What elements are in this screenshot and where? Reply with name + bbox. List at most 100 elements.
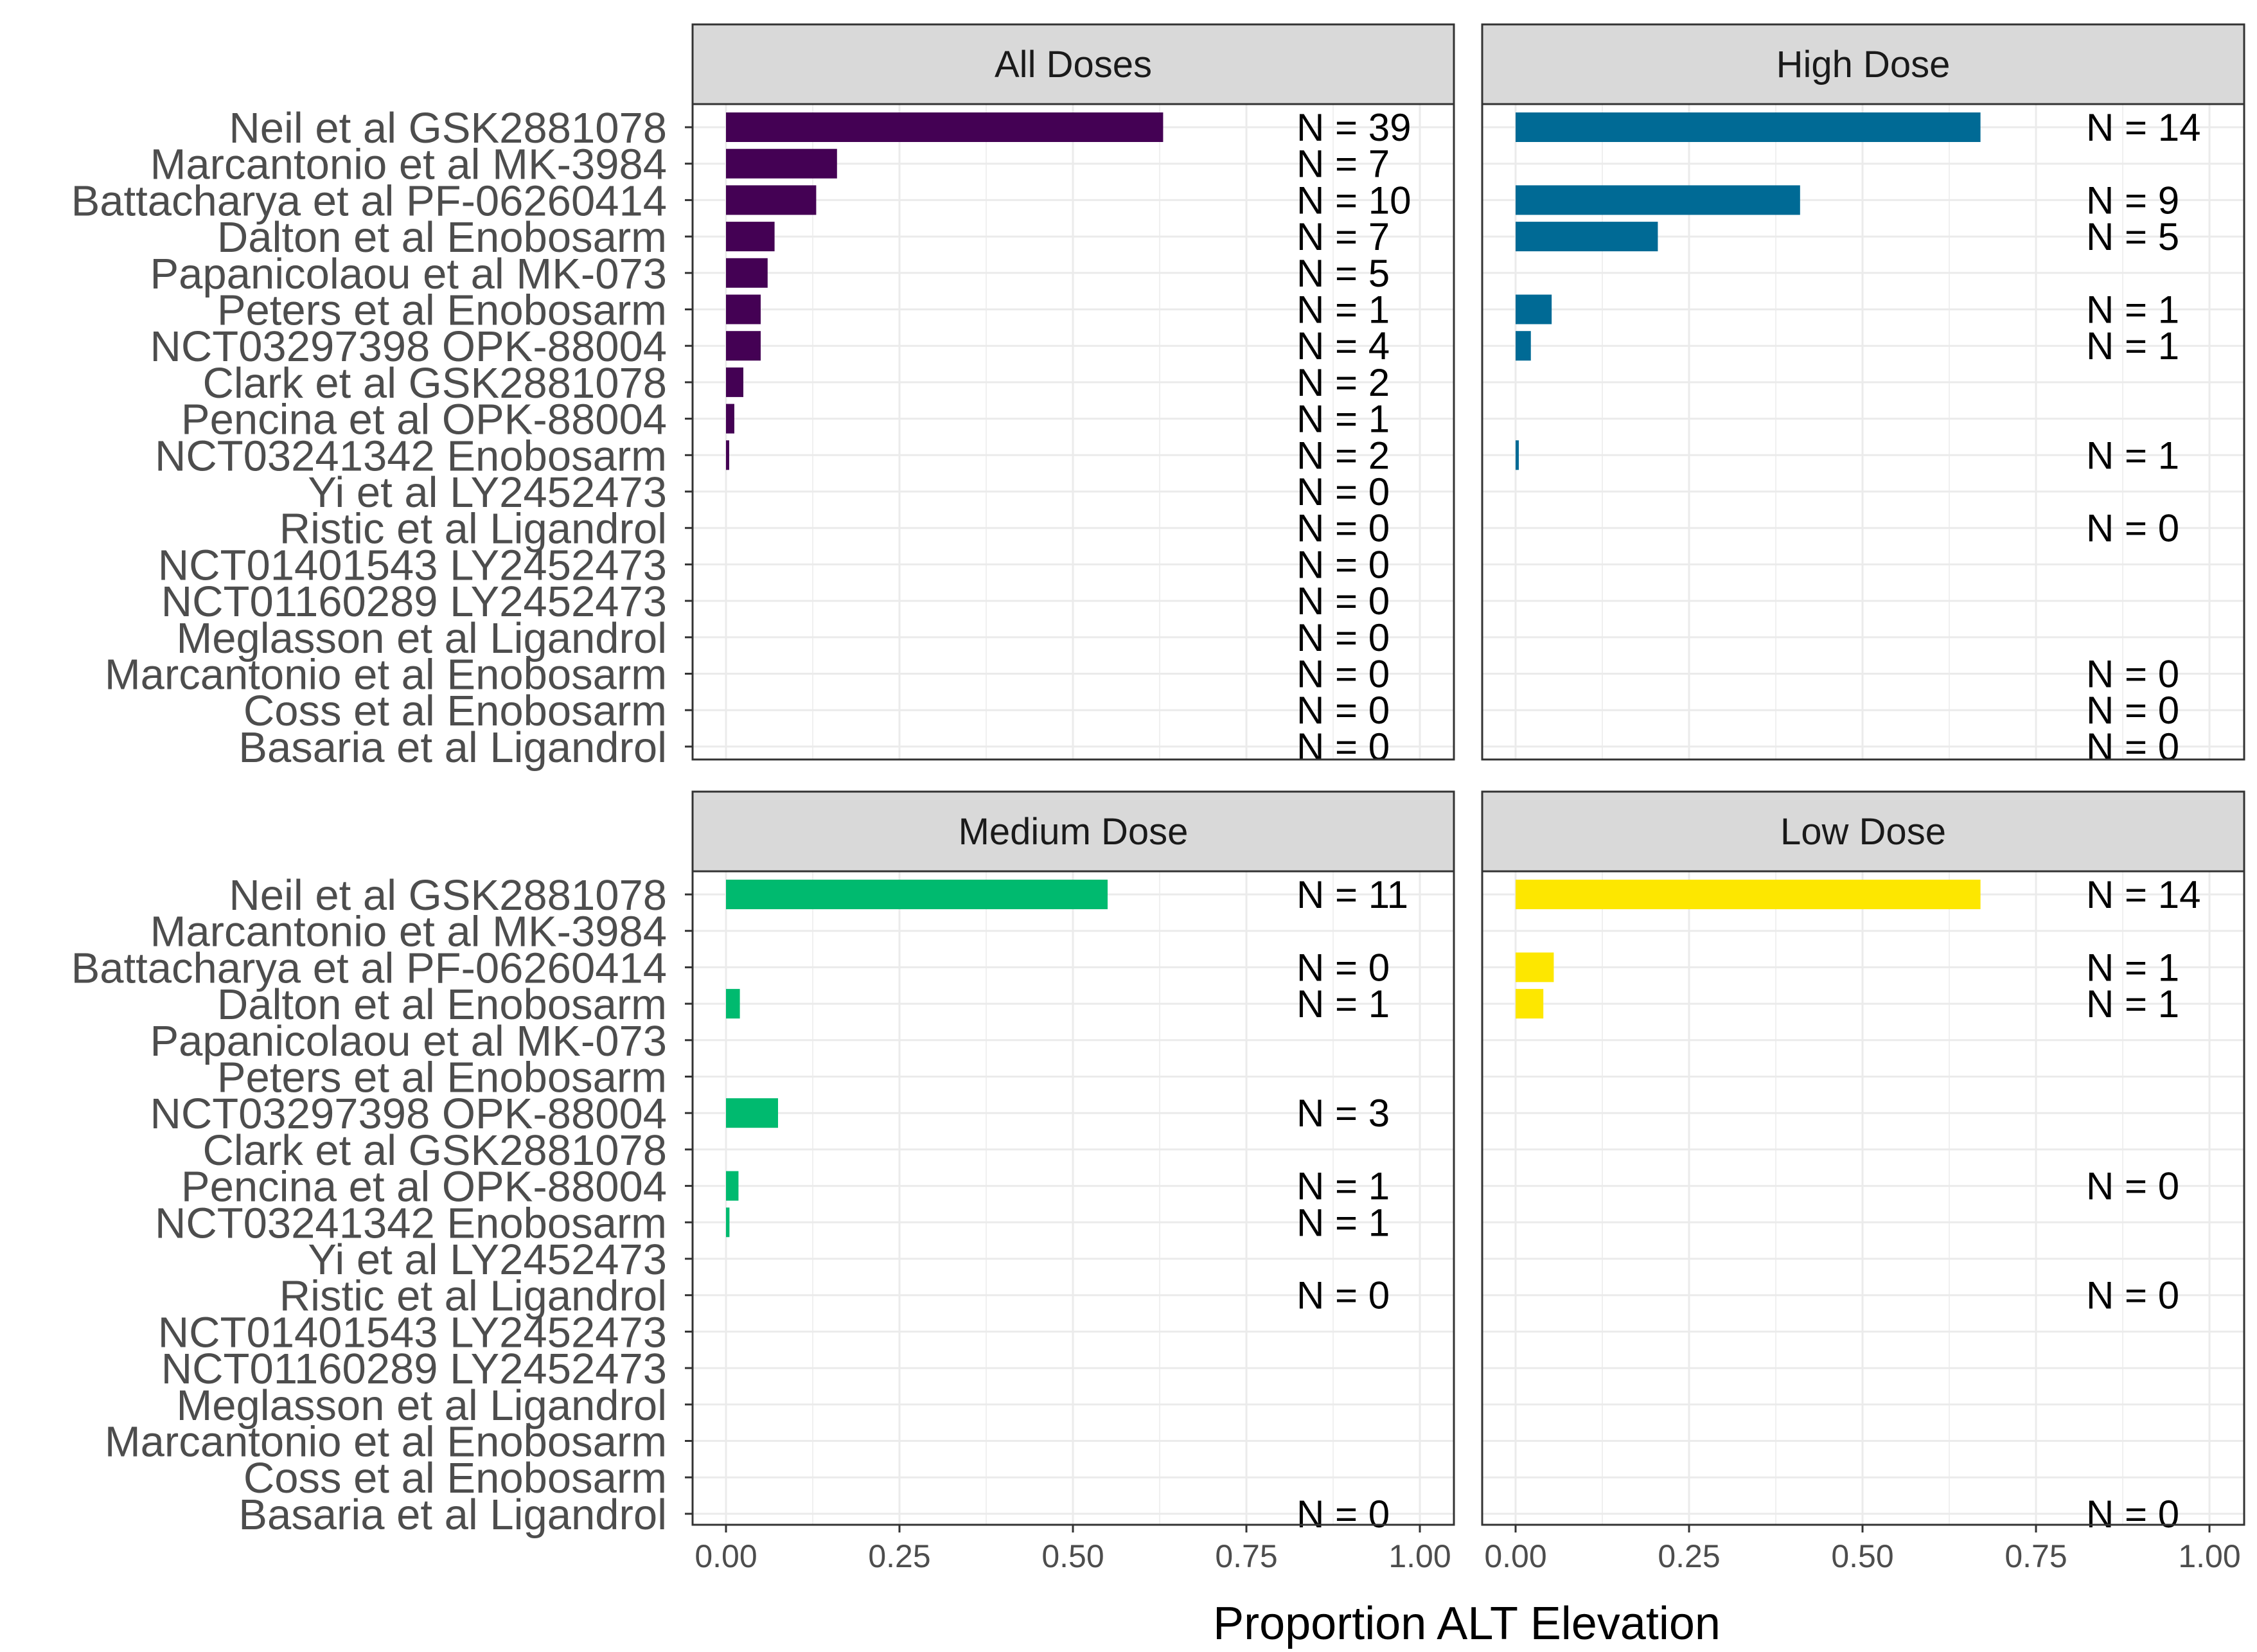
y-tick-label: Basaria et al Ligandrol bbox=[238, 724, 667, 772]
n-label: N = 0 bbox=[2086, 1274, 2179, 1317]
n-label: N = 0 bbox=[1297, 725, 1390, 768]
bar bbox=[726, 1207, 730, 1238]
strip-background bbox=[691, 23, 1455, 105]
n-label: N = 0 bbox=[1297, 616, 1390, 659]
bar bbox=[726, 989, 740, 1019]
n-label: N = 0 bbox=[1297, 946, 1390, 989]
y-tick-label: NCT01401543 LY2452473 bbox=[158, 541, 667, 589]
bar bbox=[726, 1098, 778, 1128]
y-tick-label: Dalton et al Enobosarm bbox=[217, 981, 667, 1029]
panel-low-dose: Low Dose N = 14 N = 1N = 1 N = 0 N = 0 N = 0 0… bbox=[1481, 790, 2245, 1574]
strip-background bbox=[1481, 23, 2245, 105]
y-tick-label: Marcantonio et al MK-3984 bbox=[150, 141, 667, 189]
y-tick-label: NCT03297398 OPK-88004 bbox=[150, 1090, 667, 1138]
n-label: N = 11 bbox=[1297, 873, 1408, 916]
n-label: N = 3 bbox=[1297, 1092, 1390, 1135]
n-label: N = 7 bbox=[1297, 215, 1390, 258]
n-label: N = 10 bbox=[1297, 179, 1411, 222]
n-label: N = 0 bbox=[1297, 1274, 1390, 1317]
x-tick-label: 0.75 bbox=[2005, 1538, 2067, 1574]
bar bbox=[726, 222, 775, 252]
n-label: N = 7 bbox=[1297, 143, 1390, 186]
n-label: N = 0 bbox=[1297, 543, 1390, 586]
n-label: N = 0 bbox=[2086, 1493, 2179, 1536]
y-tick-label: NCT01401543 LY2452473 bbox=[158, 1308, 667, 1356]
y-tick-label: NCT03241342 Enobosarm bbox=[155, 1199, 667, 1247]
bar bbox=[726, 148, 837, 179]
bar bbox=[1516, 440, 1519, 470]
n-label: N = 1 bbox=[1297, 398, 1390, 441]
y-tick-label: Neil et al GSK2881078 bbox=[229, 104, 667, 152]
bar bbox=[1516, 989, 1544, 1019]
panel-border bbox=[1481, 103, 2245, 761]
y-tick-label: Ristic et al Ligandrol bbox=[279, 1272, 667, 1320]
y-tick-label: Meglasson et al Ligandrol bbox=[176, 614, 667, 662]
y-tick-label: Meglasson et al Ligandrol bbox=[176, 1381, 667, 1430]
strip-background bbox=[691, 790, 1455, 873]
n-label: N = 1 bbox=[2086, 982, 2179, 1026]
n-label: N = 1 bbox=[1297, 1201, 1390, 1244]
bar bbox=[726, 294, 761, 324]
n-label: N = 1 bbox=[1297, 289, 1390, 332]
n-label: N = 1 bbox=[2086, 289, 2179, 332]
n-label: N = 0 bbox=[2086, 507, 2179, 550]
n-label: N = 14 bbox=[2086, 106, 2200, 149]
bar bbox=[726, 880, 1108, 909]
n-label: N = 1 bbox=[2086, 946, 2179, 989]
n-label: N = 0 bbox=[2086, 689, 2179, 732]
y-tick-label: Peters et al Enobosarm bbox=[217, 1054, 667, 1102]
n-label: N = 5 bbox=[2086, 215, 2179, 258]
strip-label: High Dose bbox=[1776, 44, 1951, 85]
y-tick-label: Clark et al GSK2881078 bbox=[202, 1126, 667, 1175]
n-label: N = 0 bbox=[2086, 1165, 2179, 1208]
y-tick-label: Peters et al Enobosarm bbox=[217, 287, 667, 335]
bar bbox=[726, 367, 743, 397]
x-tick-label: 1.00 bbox=[1388, 1538, 1451, 1574]
strip-label: Low Dose bbox=[1780, 811, 1946, 853]
bar bbox=[1516, 880, 1981, 909]
y-tick-label: Pencina et al OPK-88004 bbox=[181, 1163, 667, 1211]
strip-background bbox=[1481, 790, 2245, 873]
n-label: N = 0 bbox=[2086, 653, 2179, 696]
x-tick-label: 0.50 bbox=[1041, 1538, 1104, 1574]
x-tick-label: 0.75 bbox=[1215, 1538, 1277, 1574]
bar bbox=[1516, 222, 1658, 252]
y-tick-label: NCT01160289 LY2452473 bbox=[161, 578, 667, 626]
y-tick-label: Yi et al LY2452473 bbox=[308, 1236, 667, 1284]
y-tick-label: Pencina et al OPK-88004 bbox=[181, 396, 667, 444]
y-tick-label: Marcantonio et al Enobosarm bbox=[105, 1418, 667, 1466]
y-tick-label: NCT03297398 OPK-88004 bbox=[150, 323, 667, 371]
bar bbox=[1516, 952, 1554, 982]
y-tick-label: Marcantonio et al Enobosarm bbox=[105, 651, 667, 699]
y-tick-label: Ristic et al Ligandrol bbox=[279, 505, 667, 553]
n-label: N = 0 bbox=[1297, 470, 1390, 513]
panel-border bbox=[691, 103, 1455, 761]
bar bbox=[1516, 185, 1800, 215]
x-tick-label: 0.00 bbox=[1484, 1538, 1546, 1574]
n-label: N = 1 bbox=[2086, 434, 2179, 477]
n-label: N = 0 bbox=[1297, 507, 1390, 550]
y-tick-label: Papanicolaou et al MK-073 bbox=[150, 250, 667, 298]
x-tick-label: 1.00 bbox=[2178, 1538, 2240, 1574]
n-label: N = 1 bbox=[1297, 982, 1390, 1026]
n-label: N = 2 bbox=[1297, 361, 1390, 404]
y-tick-label: Coss et al Enobosarm bbox=[243, 687, 667, 735]
bar bbox=[726, 1171, 739, 1201]
n-label: N = 2 bbox=[1297, 434, 1390, 477]
bar bbox=[726, 331, 761, 361]
bar bbox=[726, 404, 734, 434]
y-tick-label: Clark et al GSK2881078 bbox=[202, 359, 667, 407]
n-label: N = 0 bbox=[1297, 580, 1390, 623]
n-label: N = 0 bbox=[1297, 689, 1390, 732]
y-tick-label: Basaria et al Ligandrol bbox=[238, 1491, 667, 1539]
n-label: N = 1 bbox=[1297, 1165, 1390, 1208]
strip-label: All Doses bbox=[995, 44, 1152, 85]
n-label: N = 0 bbox=[2086, 725, 2179, 768]
y-tick-label: Yi et al LY2452473 bbox=[308, 468, 667, 517]
n-label: N = 5 bbox=[1297, 252, 1390, 295]
bar bbox=[1516, 112, 1981, 142]
